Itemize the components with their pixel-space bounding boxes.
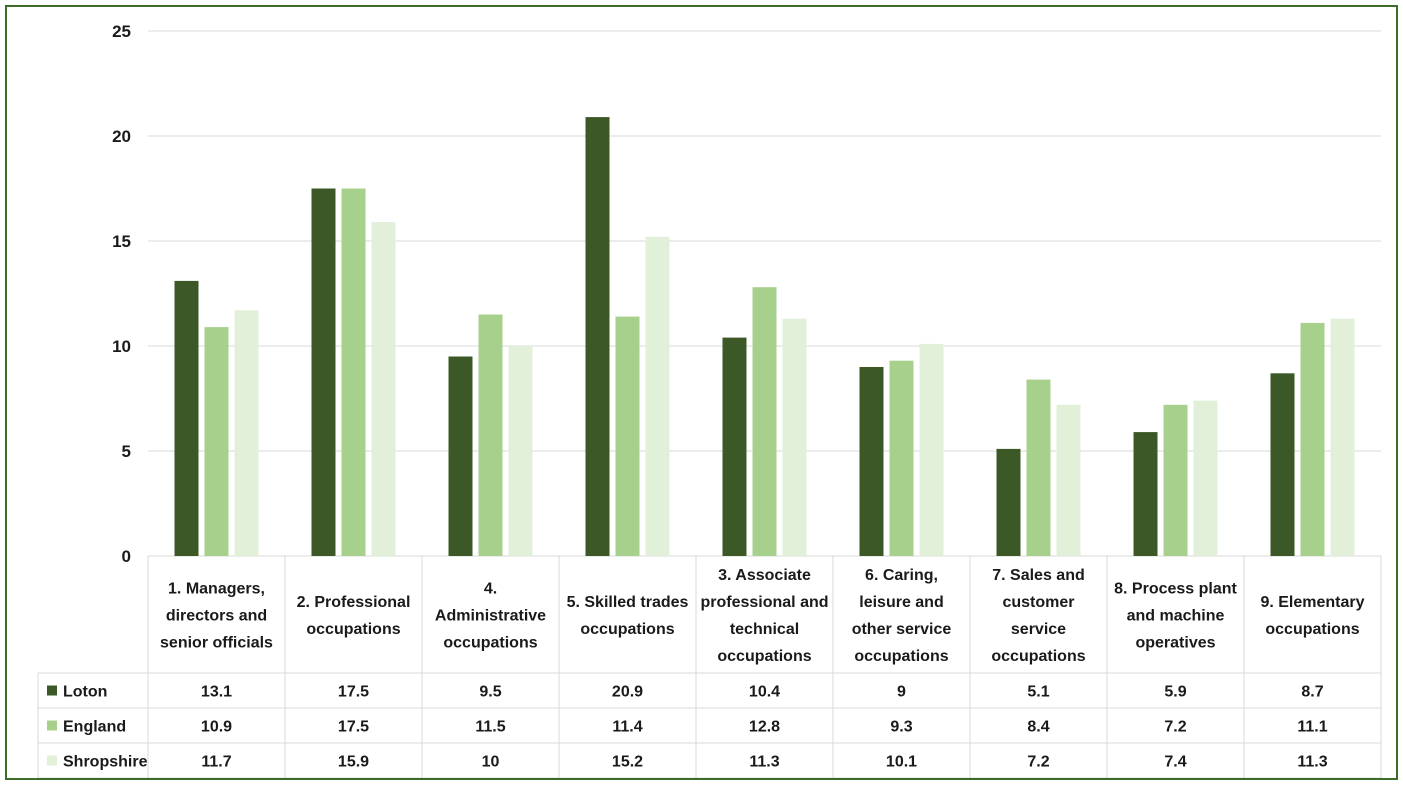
category-label: 3. Associate professional and technical occ… [700,567,828,665]
data-label: 13.1 [201,684,232,701]
bar-loton[interactable] [311,188,336,557]
data-label: 10.1 [886,754,917,771]
bar-shropshire[interactable] [919,343,944,556]
bar-england[interactable] [341,188,366,557]
data-label: 20.9 [612,684,643,701]
y-tick-label: 0 [122,547,131,566]
y-tick-label: 10 [112,337,131,356]
data-label: 5.1 [1027,684,1049,701]
legend-key-loton [47,685,57,696]
category-label: 9. Elementary occupations [1260,594,1364,638]
y-tick-label: 5 [122,442,131,461]
data-label: 11.3 [1297,754,1327,771]
series-name-england: England [63,719,126,736]
data-label: 10 [482,754,500,771]
bar-loton[interactable] [722,337,747,556]
data-label: 15.2 [612,754,643,771]
data-label: 17.5 [338,684,369,701]
data-label: 11.5 [475,719,505,736]
data-label: 11.1 [1297,719,1327,736]
data-label: 11.4 [612,719,642,736]
data-label: 11.7 [201,754,231,771]
bar-loton[interactable] [1270,373,1295,556]
bar-england[interactable] [478,314,503,557]
series-name-shropshire: Shropshire [63,754,148,771]
bar-england[interactable] [1163,404,1188,556]
data-label: 8.7 [1301,684,1323,701]
series-name-loton: Loton [63,684,107,701]
bar-england[interactable] [615,316,640,556]
bar-loton[interactable] [996,448,1021,556]
bar-loton[interactable] [448,356,473,557]
category-label: 2. Professional occupations [297,594,411,638]
category-label: 6. Caring, leisure and other service occupa… [852,567,952,665]
bar-loton[interactable] [859,367,884,556]
data-label: 7.2 [1164,719,1186,736]
data-label: 8.4 [1027,719,1049,736]
category-label: 4. Administrative occupations [435,581,546,652]
bar-shropshire[interactable] [1056,404,1081,556]
bar-shropshire[interactable] [1193,400,1218,556]
data-label: 7.2 [1027,754,1049,771]
bar-england[interactable] [1026,379,1051,556]
bar-loton[interactable] [585,117,610,556]
y-tick-label: 15 [112,232,131,251]
category-label: 8. Process plant and machine operatives [1114,581,1237,652]
data-label: 9 [897,684,906,701]
bar-loton[interactable] [174,280,199,556]
data-label: 9.3 [890,719,912,736]
y-tick-label: 25 [112,22,131,41]
data-label: 5.9 [1164,684,1186,701]
category-label: 7. Sales and customer service occupations [991,567,1085,665]
bar-shropshire[interactable] [782,318,807,556]
data-label: 15.9 [338,754,369,771]
category-label: 5. Skilled trades occupations [567,594,689,638]
bar-shropshire[interactable] [371,222,396,556]
data-label: 10.4 [749,684,780,701]
legend-key-england [47,720,57,731]
data-label: 9.5 [479,684,501,701]
bar-shropshire[interactable] [645,236,670,557]
bar-loton[interactable] [1133,432,1158,556]
bar-shropshire[interactable] [508,346,533,556]
bar-chart: 0 5 10 15 20 25 1. Managers, directors and senio… [37,22,1382,778]
bar-england[interactable] [889,360,914,556]
bar-england[interactable] [1300,322,1325,556]
data-label: 12.8 [749,719,780,736]
bar-england[interactable] [752,287,777,556]
category-label: 1. Managers, directors and senior official… [160,581,273,652]
data-label: 7.4 [1164,754,1186,771]
data-label: 17.5 [338,719,369,736]
bar-shropshire[interactable] [234,310,259,556]
chart-frame: 0 5 10 15 20 25 1. Managers, directors and senio… [5,5,1398,780]
data-label: 11.3 [749,754,779,771]
legend-key-shropshire [47,755,57,766]
bar-shropshire[interactable] [1330,318,1355,556]
data-label: 10.9 [201,719,232,736]
y-tick-label: 20 [112,127,131,146]
bar-england[interactable] [204,327,229,556]
